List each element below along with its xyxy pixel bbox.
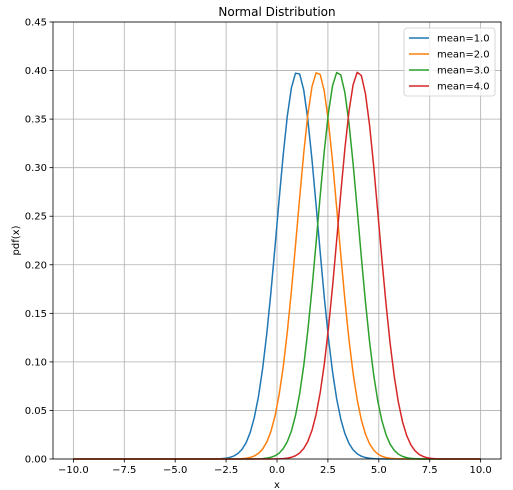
- x-tick-label: 10.0: [470, 465, 492, 476]
- y-axis-ticks: 0.00 0.05 0.10 0.15 0.20 0.25 0.30 0.35 0.40 0.45: [25, 18, 53, 466]
- x-tick-label: 2.5: [320, 465, 336, 476]
- legend-entry-label: mean=3.0: [437, 66, 490, 77]
- y-tick-label: 0.05: [25, 406, 47, 417]
- y-tick-label: 0.10: [25, 357, 47, 368]
- legend: mean=1.0 mean=2.0 mean=3.0 mean=4.0: [403, 27, 496, 97]
- y-tick-label: 0.45: [25, 18, 47, 29]
- x-axis-ticks: −10.0 −7.5 −5.0 −2.5 0.0 2.5 5.0 7.5 10.0: [58, 459, 492, 476]
- x-tick-label: −2.5: [214, 465, 238, 476]
- x-axis-label: x: [274, 480, 280, 490]
- legend-entry-label: mean=1.0: [437, 34, 490, 45]
- x-tick-label: −10.0: [58, 465, 89, 476]
- y-tick-label: 0.25: [25, 212, 47, 223]
- x-tick-label: 7.5: [422, 465, 438, 476]
- y-tick-label: 0.20: [25, 260, 47, 271]
- legend-entry-label: mean=2.0: [437, 50, 490, 61]
- x-tick-label: −7.5: [112, 465, 136, 476]
- legend-entry-label: mean=4.0: [437, 82, 490, 93]
- legend-frame: [403, 27, 496, 97]
- x-tick-label: 5.0: [371, 465, 387, 476]
- y-tick-label: 0.30: [25, 163, 47, 174]
- y-axis-label: pdf(x): [11, 225, 22, 255]
- chart-title: Normal Distribution: [218, 5, 335, 19]
- y-tick-label: 0.35: [25, 115, 47, 126]
- x-tick-label: −5.0: [163, 465, 187, 476]
- y-tick-label: 0.15: [25, 309, 47, 320]
- x-tick-label: 0.0: [269, 465, 285, 476]
- y-tick-label: 0.00: [25, 455, 47, 466]
- y-tick-label: 0.40: [25, 66, 47, 77]
